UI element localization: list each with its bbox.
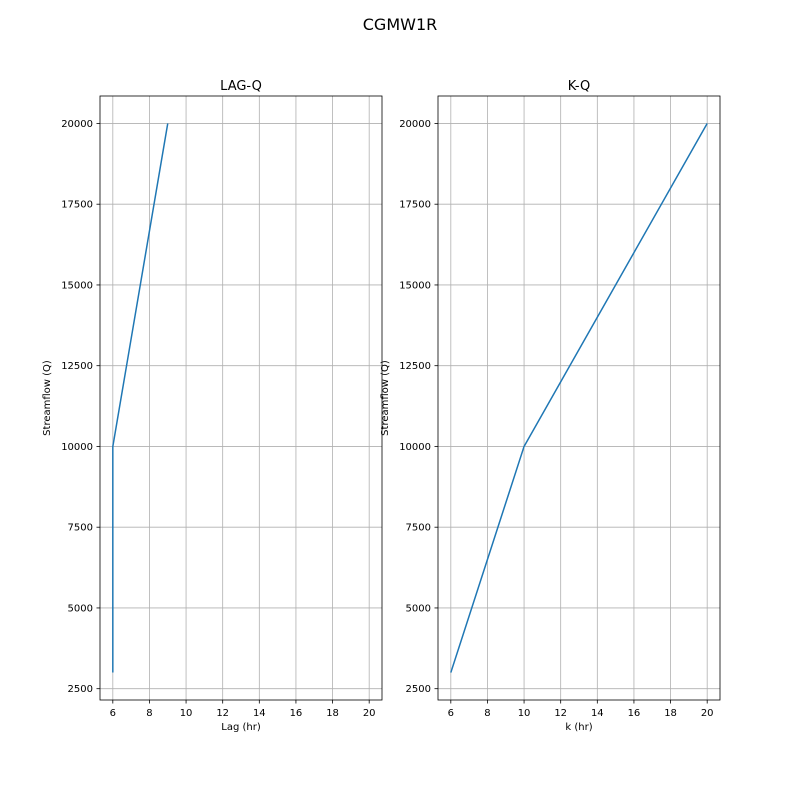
y-tick-label: 7500 bbox=[68, 523, 93, 534]
y-tick-label: 10000 bbox=[61, 442, 93, 453]
x-tick-label: 16 bbox=[290, 708, 303, 719]
series bbox=[450, 123, 708, 673]
x-tick-label: 20 bbox=[363, 708, 376, 719]
y-tick-label: 5000 bbox=[68, 603, 93, 614]
series-line bbox=[112, 123, 169, 673]
chart-k-q: 6 8 10 12 14 16 18 20 2500 5000 7500 10000 12500 150… bbox=[380, 79, 721, 733]
series bbox=[112, 123, 169, 673]
y-tick-label: 17500 bbox=[399, 200, 431, 211]
y-axis-label: Streamflow (Q) bbox=[380, 360, 391, 436]
y-tick-label: 15000 bbox=[61, 280, 93, 291]
x-ticks: 6 8 10 12 14 16 18 20 bbox=[448, 700, 714, 719]
series-line bbox=[450, 123, 708, 673]
y-tick-label: 2500 bbox=[68, 684, 93, 695]
x-tick-label: 14 bbox=[253, 708, 266, 719]
x-tick-label: 14 bbox=[591, 708, 604, 719]
x-tick-label: 12 bbox=[554, 708, 567, 719]
x-tick-label: 16 bbox=[628, 708, 641, 719]
axes-frame bbox=[437, 95, 721, 701]
x-axis-label: k (hr) bbox=[565, 722, 592, 733]
grid bbox=[100, 96, 382, 700]
y-ticks: 2500 5000 7500 10000 12500 15000 17500 20000 bbox=[61, 119, 100, 695]
y-ticks: 2500 5000 7500 10000 12500 15000 17500 20000 bbox=[399, 119, 438, 695]
x-tick-label: 8 bbox=[484, 708, 490, 719]
figure-title: CGMW1R bbox=[363, 15, 438, 34]
x-tick-label: 18 bbox=[664, 708, 677, 719]
y-tick-label: 12500 bbox=[61, 361, 93, 372]
y-tick-label: 12500 bbox=[399, 361, 431, 372]
y-tick-label: 15000 bbox=[399, 280, 431, 291]
x-tick-label: 10 bbox=[518, 708, 531, 719]
y-axis-label: Streamflow (Q) bbox=[42, 360, 53, 436]
y-tick-label: 5000 bbox=[406, 603, 431, 614]
x-tick-label: 12 bbox=[216, 708, 229, 719]
y-tick-label: 2500 bbox=[406, 684, 431, 695]
chart-title: LAG-Q bbox=[220, 79, 262, 94]
chart-title: K-Q bbox=[568, 79, 591, 94]
x-tick-label: 8 bbox=[146, 708, 152, 719]
x-tick-label: 18 bbox=[326, 708, 339, 719]
y-tick-label: 10000 bbox=[399, 442, 431, 453]
y-tick-label: 17500 bbox=[61, 200, 93, 211]
x-tick-label: 10 bbox=[180, 708, 193, 719]
x-axis-label: Lag (hr) bbox=[221, 722, 261, 733]
y-tick-label: 20000 bbox=[399, 119, 431, 130]
axes-frame bbox=[99, 95, 383, 701]
grid bbox=[438, 96, 720, 700]
x-tick-label: 6 bbox=[448, 708, 454, 719]
x-tick-label: 6 bbox=[110, 708, 116, 719]
y-tick-label: 20000 bbox=[61, 119, 93, 130]
x-tick-label: 20 bbox=[701, 708, 714, 719]
y-tick-label: 7500 bbox=[406, 523, 431, 534]
chart-lag-q: 6 8 10 12 14 16 18 20 2500 5000 7500 10000 12500 150… bbox=[42, 79, 383, 733]
x-ticks: 6 8 10 12 14 16 18 20 bbox=[110, 700, 376, 719]
